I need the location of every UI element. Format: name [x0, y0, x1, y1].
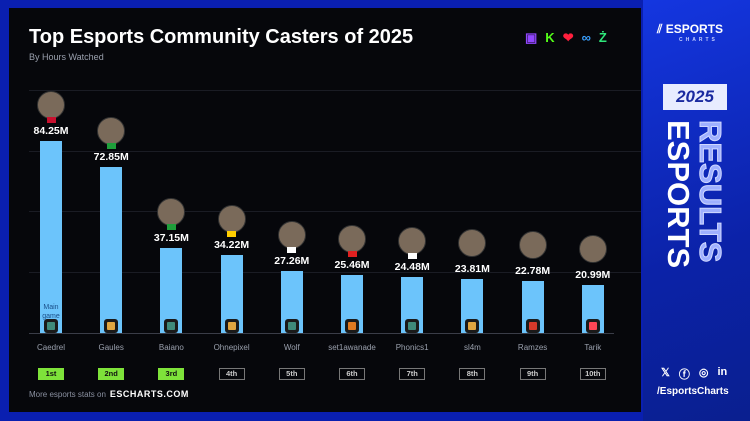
- rank-badge: 10th: [579, 368, 606, 380]
- bar-Wolf: [280, 270, 303, 333]
- rank-badge: 2nd: [98, 368, 125, 380]
- main-game-label: Main game: [42, 304, 60, 320]
- flag-icon: [287, 246, 297, 253]
- x-icon[interactable]: 𝕏: [661, 367, 670, 379]
- caster-name: Ramzes: [517, 343, 548, 352]
- gridline: [29, 211, 641, 212]
- value-label: 72.85M: [93, 150, 129, 163]
- caster-name: Wolf: [283, 343, 300, 352]
- baseline: [29, 333, 614, 334]
- bar-chart: 84.25M Caedrel 1st 72.85M Gaules 2nd 37.15M Bai…: [9, 8, 641, 412]
- rank-badge: 7th: [399, 368, 426, 380]
- game-icon: [164, 319, 179, 333]
- flag-icon: [227, 231, 237, 237]
- game-icon: [345, 319, 359, 333]
- value-label: 24.48M: [394, 261, 430, 274]
- rank-badge: 1st: [38, 368, 64, 380]
- caster-name: sl4m: [463, 343, 481, 352]
- avatar-Caedrel: [37, 91, 65, 119]
- rank-badge: 9th: [519, 368, 546, 380]
- flag-icon: [166, 224, 176, 231]
- caster-name: Caedrel: [36, 343, 65, 352]
- game-icon: [525, 319, 540, 333]
- caster-name: Phonics1: [395, 343, 429, 352]
- avatar-Gaules: [97, 116, 126, 145]
- avatar-Phonics1: [398, 227, 427, 256]
- footer-text: More esports stats on: [29, 390, 106, 399]
- flag-icon: [106, 142, 116, 149]
- kick-icon: K: [545, 30, 555, 45]
- flag-icon: [46, 117, 56, 123]
- bar-Ohnepixel: [220, 255, 243, 333]
- rank-badge: 3rd: [158, 368, 185, 380]
- avatar-set1awanade: [338, 224, 366, 253]
- caster-name: Baiano: [158, 343, 184, 352]
- vertical-title-results: RESULTS: [693, 119, 729, 263]
- gridline: [29, 90, 641, 91]
- vertical-title-esports: ESPORTS: [661, 120, 696, 269]
- linkedin-icon[interactable]: in: [717, 366, 728, 378]
- game-icon: [405, 319, 420, 333]
- social-links: 𝕏 ⓕ ◎ in: [661, 366, 727, 382]
- facebook-icon[interactable]: ⓕ: [678, 369, 690, 381]
- avatar-Wolf: [277, 220, 306, 249]
- value-label: 84.25M: [33, 125, 69, 137]
- site-link[interactable]: ESCHARTS.COM: [109, 389, 189, 399]
- platform-icons: ▣ K ❤ ∞ Ż: [525, 30, 607, 46]
- z-icon: Ż: [598, 30, 607, 45]
- heart-icon: ❤: [562, 30, 574, 45]
- sidebar: ⫽ ESPORTS CHARTS 2025 ESPORTS RESULTS 𝕏 ⓕ…: [643, 0, 750, 421]
- value-label: 20.99M: [575, 269, 611, 282]
- game-icon: [104, 319, 119, 333]
- value-label: 23.81M: [454, 262, 490, 275]
- game-icon: [44, 319, 58, 333]
- game-icon: [585, 319, 600, 333]
- value-label: 27.26M: [274, 254, 310, 267]
- avatar-Ohnepixel: [217, 205, 246, 233]
- chart-panel: Top Esports Community Casters of 2025 By…: [9, 8, 641, 412]
- caster-name: Tarik: [584, 343, 602, 352]
- value-label: 25.46M: [334, 258, 370, 271]
- caster-name: Gaules: [98, 343, 124, 352]
- rank-badge: 6th: [339, 368, 365, 380]
- subtitle: By Hours Watched: [29, 52, 104, 62]
- social-handle: /EsportsCharts: [657, 386, 729, 397]
- gridline: [29, 272, 641, 273]
- avatar-Baiano: [157, 198, 186, 227]
- value-label: 37.15M: [153, 232, 189, 245]
- bar-set1awanade: [341, 274, 363, 333]
- rank-badge: 4th: [218, 368, 245, 380]
- rank-badge: 5th: [278, 368, 305, 380]
- flag-icon: [347, 250, 357, 257]
- value-label: 22.78M: [515, 265, 551, 278]
- value-label: 34.22M: [214, 239, 250, 251]
- esports-charts-logo: ⫽ ESPORTS CHARTS: [657, 22, 724, 43]
- bar-Gaules: [100, 166, 123, 333]
- game-icon: [465, 319, 480, 333]
- avatar-sl4m: [458, 228, 487, 257]
- rank-badge: 8th: [459, 368, 486, 380]
- avatar-Tarik: [578, 235, 607, 264]
- bar-Caedrel: [40, 141, 62, 333]
- year-badge: 2025: [663, 84, 727, 110]
- avatar-Ramzes: [518, 231, 547, 260]
- footer: More esports stats on ESCHARTS.COM: [29, 389, 189, 399]
- caster-name: set1awanade: [328, 343, 376, 352]
- flag-icon: [407, 253, 417, 260]
- game-icon: [224, 319, 239, 333]
- bar-Baiano: [160, 248, 183, 333]
- caster-name: Ohnepixel: [213, 343, 250, 352]
- instagram-icon[interactable]: ◎: [698, 367, 709, 379]
- page-title: Top Esports Community Casters of 2025: [29, 26, 414, 48]
- twitch-icon: ▣: [525, 30, 538, 45]
- game-icon: [284, 319, 299, 333]
- infinity-icon: ∞: [581, 30, 591, 45]
- gridline: [29, 151, 641, 152]
